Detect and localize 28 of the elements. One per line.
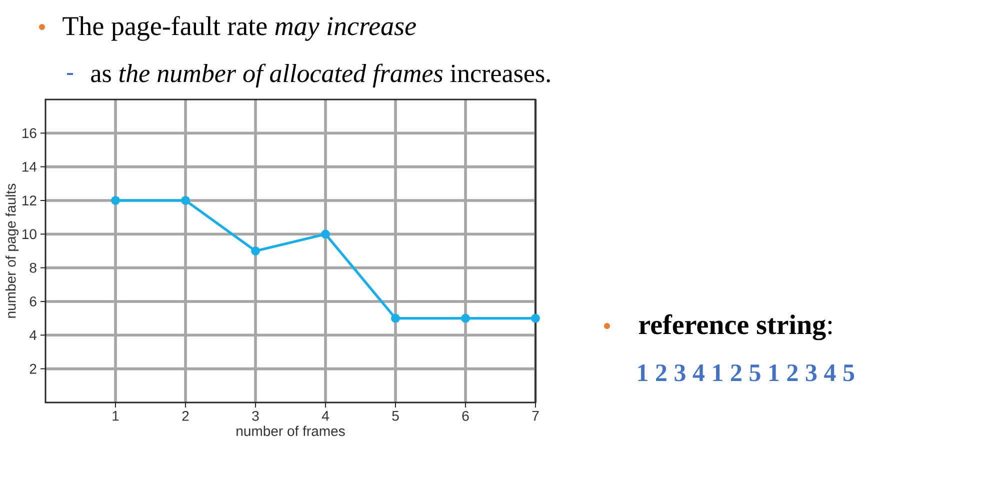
- x-tick-label: 6: [462, 410, 469, 421]
- y-tick-label: 10: [22, 229, 36, 240]
- text: 1 2 3 4 1 2 5 1 2 3 4 5: [638, 364, 854, 382]
- point: [531, 314, 540, 323]
- y-axis-title: number of page faults: [5, 184, 19, 318]
- y-tick-label: 14: [22, 162, 37, 172]
- point: [461, 314, 470, 323]
- point: [251, 246, 260, 256]
- x-tick-label: 2: [182, 410, 189, 421]
- y-tick-label: 4: [30, 330, 37, 340]
- text: reference string:: [638, 314, 832, 340]
- y-tick-label: 16: [22, 128, 36, 138]
- point: [321, 230, 330, 239]
- point: [111, 196, 120, 205]
- x-tick-label: 7: [532, 411, 539, 421]
- y-tick-label: 6: [30, 296, 36, 306]
- y-tick-label: 12: [22, 196, 36, 206]
- y-tick-label: 2: [30, 364, 36, 374]
- x-tick-label: 4: [322, 411, 329, 421]
- x-tick-label: 1: [112, 411, 119, 421]
- y-tick-label: 8: [30, 262, 36, 273]
- x-axis-title: number of frames: [236, 426, 345, 436]
- point: [391, 314, 400, 323]
- chart-subtitle: as the number of allocated frames increases.: [91, 64, 550, 88]
- x-tick-label: 5: [392, 411, 399, 421]
- chart-title: The page-fault rate may increase: [62, 16, 416, 41]
- point: [181, 196, 190, 205]
- x-tick-label: 3: [252, 410, 259, 421]
